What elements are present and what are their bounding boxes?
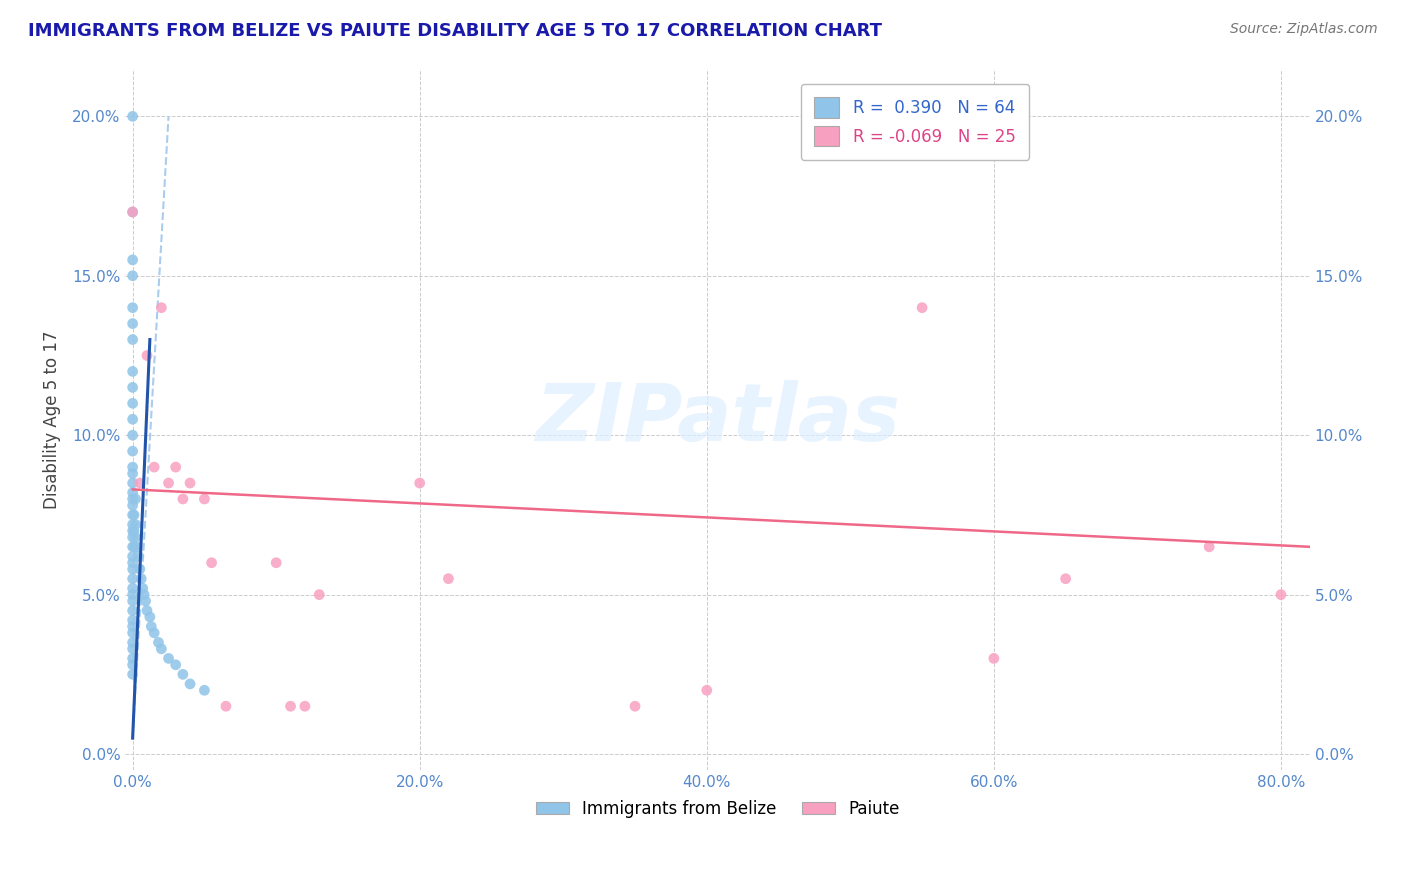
- Point: [121, 491, 143, 506]
- Point: [121, 517, 143, 532]
- Text: ZIPatlas: ZIPatlas: [536, 380, 900, 458]
- Point: [280, 699, 302, 714]
- Point: [124, 530, 146, 544]
- Point: [409, 476, 432, 491]
- Point: [121, 540, 143, 554]
- Point: [179, 476, 201, 491]
- Point: [121, 317, 143, 331]
- Point: [308, 588, 330, 602]
- Point: [1270, 588, 1292, 602]
- Point: [125, 540, 148, 554]
- Point: [128, 476, 150, 491]
- Point: [165, 460, 187, 475]
- Point: [122, 508, 145, 522]
- Point: [150, 301, 173, 315]
- Point: [143, 626, 166, 640]
- Point: [121, 556, 143, 570]
- Point: [136, 603, 159, 617]
- Point: [124, 491, 146, 506]
- Point: [121, 657, 143, 672]
- Point: [121, 635, 143, 649]
- Text: Source: ZipAtlas.com: Source: ZipAtlas.com: [1230, 22, 1378, 37]
- Point: [121, 380, 143, 394]
- Point: [121, 109, 143, 123]
- Point: [193, 683, 215, 698]
- Point: [121, 594, 143, 608]
- Point: [124, 517, 146, 532]
- Point: [157, 651, 180, 665]
- Point: [172, 491, 194, 506]
- Point: [121, 603, 143, 617]
- Point: [129, 572, 152, 586]
- Legend: Immigrants from Belize, Paiute: Immigrants from Belize, Paiute: [529, 794, 907, 825]
- Point: [215, 699, 238, 714]
- Point: [121, 485, 143, 500]
- Point: [193, 491, 215, 506]
- Point: [128, 562, 150, 576]
- Point: [121, 268, 143, 283]
- Point: [624, 699, 647, 714]
- Point: [121, 508, 143, 522]
- Point: [136, 349, 159, 363]
- Point: [121, 572, 143, 586]
- Point: [437, 572, 460, 586]
- Point: [200, 556, 222, 570]
- Point: [121, 252, 143, 267]
- Point: [121, 619, 143, 633]
- Point: [172, 667, 194, 681]
- Point: [121, 549, 143, 564]
- Y-axis label: Disability Age 5 to 17: Disability Age 5 to 17: [44, 330, 60, 508]
- Point: [121, 364, 143, 378]
- Point: [121, 588, 143, 602]
- Point: [121, 581, 143, 595]
- Point: [135, 594, 157, 608]
- Point: [121, 613, 143, 627]
- Point: [121, 444, 143, 458]
- Point: [141, 619, 163, 633]
- Point: [134, 588, 156, 602]
- Point: [121, 476, 143, 491]
- Point: [179, 677, 201, 691]
- Point: [121, 562, 143, 576]
- Text: IMMIGRANTS FROM BELIZE VS PAIUTE DISABILITY AGE 5 TO 17 CORRELATION CHART: IMMIGRANTS FROM BELIZE VS PAIUTE DISABIL…: [28, 22, 882, 40]
- Point: [165, 657, 187, 672]
- Point: [131, 581, 153, 595]
- Point: [121, 205, 143, 219]
- Point: [121, 412, 143, 426]
- Point: [121, 530, 143, 544]
- Point: [121, 499, 143, 513]
- Point: [983, 651, 1005, 665]
- Point: [121, 667, 143, 681]
- Point: [294, 699, 316, 714]
- Point: [121, 641, 143, 656]
- Point: [696, 683, 718, 698]
- Point: [143, 460, 166, 475]
- Point: [1198, 540, 1220, 554]
- Point: [121, 333, 143, 347]
- Point: [157, 476, 180, 491]
- Point: [121, 626, 143, 640]
- Point: [121, 428, 143, 442]
- Point: [121, 205, 143, 219]
- Point: [139, 610, 162, 624]
- Point: [150, 641, 173, 656]
- Point: [122, 524, 145, 538]
- Point: [1054, 572, 1077, 586]
- Point: [121, 396, 143, 410]
- Point: [127, 549, 149, 564]
- Point: [121, 467, 143, 481]
- Point: [121, 301, 143, 315]
- Point: [911, 301, 934, 315]
- Point: [264, 556, 287, 570]
- Point: [121, 651, 143, 665]
- Point: [121, 524, 143, 538]
- Point: [121, 460, 143, 475]
- Point: [122, 540, 145, 554]
- Point: [148, 635, 170, 649]
